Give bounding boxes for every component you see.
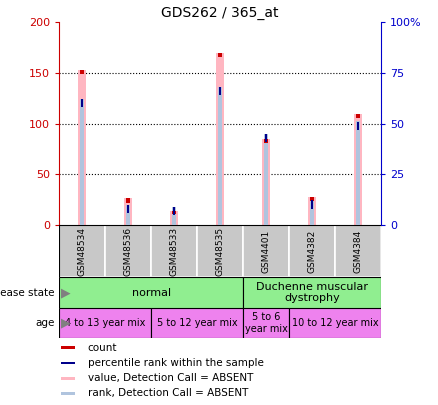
Bar <box>59 308 151 338</box>
Text: GSM48536: GSM48536 <box>124 226 133 276</box>
Bar <box>59 225 105 277</box>
Text: value, Detection Call = ABSENT: value, Detection Call = ABSENT <box>88 373 253 383</box>
Bar <box>59 277 243 308</box>
Bar <box>172 207 177 225</box>
Bar <box>310 200 314 225</box>
Text: disease state: disease state <box>0 288 55 298</box>
Bar <box>264 134 268 225</box>
Bar <box>127 205 129 213</box>
Bar <box>173 207 175 215</box>
Bar <box>356 114 360 118</box>
Bar <box>289 225 335 277</box>
Text: ▶: ▶ <box>61 316 71 330</box>
Bar <box>357 122 359 130</box>
Bar <box>197 225 243 277</box>
Bar <box>80 70 85 74</box>
Text: 5 to 12 year mix: 5 to 12 year mix <box>157 318 237 328</box>
Bar <box>218 53 223 57</box>
Bar <box>172 211 177 214</box>
Bar <box>289 308 381 338</box>
Bar <box>243 308 289 338</box>
Text: GSM4382: GSM4382 <box>307 230 317 273</box>
Text: percentile rank within the sample: percentile rank within the sample <box>88 358 264 368</box>
Bar <box>151 225 197 277</box>
Text: GSM4401: GSM4401 <box>261 230 271 273</box>
Bar <box>243 225 289 277</box>
Bar <box>170 211 178 225</box>
Text: Duchenne muscular
dystrophy: Duchenne muscular dystrophy <box>256 282 368 303</box>
Bar <box>80 99 85 225</box>
Bar <box>265 134 267 142</box>
Bar <box>60 346 75 349</box>
Bar <box>356 122 360 225</box>
Text: normal: normal <box>131 288 171 298</box>
Bar <box>126 205 131 225</box>
Bar <box>81 99 83 107</box>
Bar <box>216 53 224 225</box>
Bar <box>354 114 362 225</box>
Text: rank, Detection Call = ABSENT: rank, Detection Call = ABSENT <box>88 388 248 399</box>
Text: age: age <box>35 318 55 328</box>
Bar <box>60 392 75 395</box>
Text: GSM48534: GSM48534 <box>78 227 87 275</box>
Bar <box>60 362 75 364</box>
Bar <box>335 225 381 277</box>
Bar <box>151 308 243 338</box>
Bar <box>310 198 314 202</box>
Bar <box>262 139 270 225</box>
Bar <box>264 139 268 143</box>
Title: GDS262 / 365_at: GDS262 / 365_at <box>161 6 279 20</box>
Bar <box>124 198 132 225</box>
Text: GSM4384: GSM4384 <box>353 230 363 273</box>
Bar <box>126 198 131 202</box>
Text: 4 to 13 year mix: 4 to 13 year mix <box>65 318 145 328</box>
Text: 5 to 6
year mix: 5 to 6 year mix <box>245 312 287 334</box>
Bar <box>243 277 381 308</box>
Bar <box>308 198 316 225</box>
Bar <box>219 87 221 95</box>
Bar <box>78 70 86 225</box>
Text: GSM48533: GSM48533 <box>170 226 179 276</box>
Bar <box>311 200 313 209</box>
Text: GSM48535: GSM48535 <box>215 226 225 276</box>
Text: ▶: ▶ <box>61 286 71 299</box>
Bar <box>60 377 75 379</box>
Bar <box>218 87 223 225</box>
Bar <box>105 225 151 277</box>
Text: 10 to 12 year mix: 10 to 12 year mix <box>292 318 378 328</box>
Text: count: count <box>88 343 117 353</box>
